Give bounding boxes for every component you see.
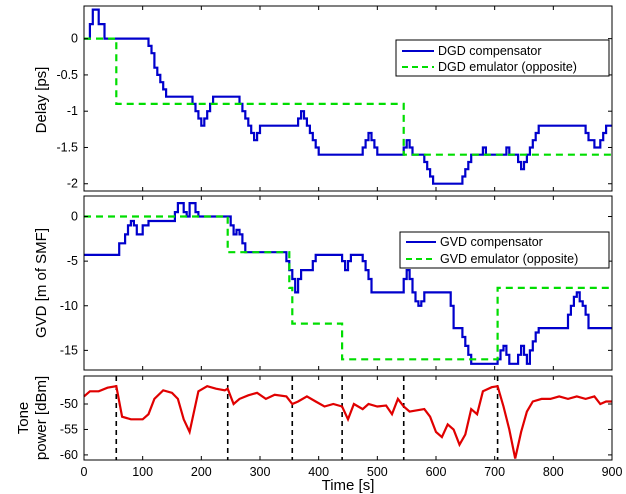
gvd-legend: GVD compensator GVD emulator (opposite) bbox=[399, 231, 610, 269]
gvd-ytick-label: 0 bbox=[71, 210, 78, 224]
gvd-legend-label-compensator: GVD compensator bbox=[440, 235, 543, 249]
tone-panel: 0 100 200 300 400 500 600 700 800 900 -50 -55 -60 To… bbox=[15, 375, 623, 494]
tone-ytick-label: -55 bbox=[60, 422, 78, 436]
tone-xtick-label: 300 bbox=[250, 465, 271, 479]
tone-ytick-label: -50 bbox=[60, 397, 78, 411]
dgd-legend-box bbox=[395, 39, 610, 77]
tone-xtick-label: 700 bbox=[484, 465, 505, 479]
tone-xtick-label: 100 bbox=[132, 465, 153, 479]
tone-xtick-label: 400 bbox=[308, 465, 329, 479]
dgd-ylabel: Delay [ps] bbox=[33, 67, 50, 134]
tone-xlabel: Time [s] bbox=[322, 477, 375, 494]
dgd-legend-label-emulator: DGD emulator (opposite) bbox=[438, 60, 577, 74]
gvd-axes-frame bbox=[83, 195, 613, 371]
gvd-legend-label-emulator: GVD emulator (opposite) bbox=[440, 252, 578, 266]
gvd-ytick-label: -5 bbox=[67, 254, 78, 268]
dgd-ytick-label: 0 bbox=[71, 32, 78, 46]
dgd-ytick-label: -1 bbox=[67, 104, 78, 118]
tone-xtick-label: 200 bbox=[191, 465, 212, 479]
gvd-ylabel: GVD [m of SMF] bbox=[33, 228, 50, 338]
tone-ylabel-line2: power [dBm] bbox=[33, 376, 50, 460]
gvd-series-emulator bbox=[84, 215, 612, 361]
dgd-ytick-label: -0.5 bbox=[56, 68, 78, 82]
tone-series-line bbox=[83, 384, 612, 459]
dgd-legend-label-compensator: DGD compensator bbox=[438, 44, 542, 58]
dgd-legend: DGD compensator DGD emulator (opposite) bbox=[395, 39, 610, 77]
tone-xtick-label: 500 bbox=[367, 465, 388, 479]
tone-xtick-label: 0 bbox=[81, 465, 88, 479]
tone-ylabel-line1: Tone bbox=[15, 402, 32, 435]
gvd-ytick-label: -10 bbox=[60, 299, 78, 313]
tone-ytick-label: -60 bbox=[60, 448, 78, 462]
dgd-series-emulator bbox=[84, 37, 612, 156]
tone-xtick-label: 800 bbox=[543, 465, 564, 479]
tone-xtick-label: 600 bbox=[426, 465, 447, 479]
gvd-panel: 0 -5 -10 -15 GVD [m of SMF] GVD compensator… bbox=[33, 195, 613, 371]
dgd-axes-frame bbox=[83, 5, 613, 192]
gvd-legend-box bbox=[399, 231, 610, 269]
dgd-panel: 0 -0.5 -1 -1.5 -2 Delay [ps] DGD compensator… bbox=[33, 5, 613, 192]
gvd-series-compensator bbox=[84, 202, 612, 365]
tone-xtick-label: 900 bbox=[602, 465, 623, 479]
dgd-ytick-label: -2 bbox=[67, 177, 78, 191]
dgd-series-compensator bbox=[84, 8, 612, 185]
gvd-ytick-label: -15 bbox=[60, 343, 78, 357]
dgd-ytick-label: -1.5 bbox=[56, 140, 78, 154]
tone-axes-frame bbox=[83, 375, 613, 461]
